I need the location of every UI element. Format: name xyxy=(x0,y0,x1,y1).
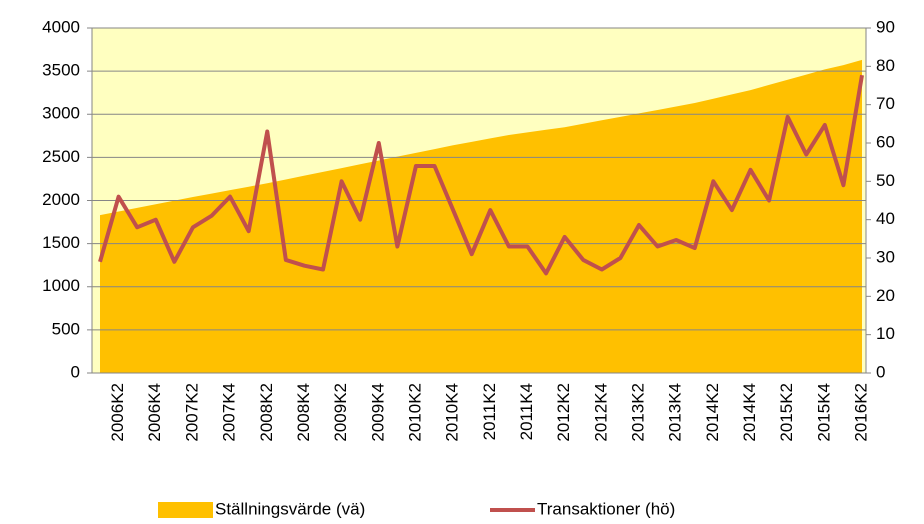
x-tick-label: 2006K4 xyxy=(145,383,164,442)
x-tick-label: 2012K4 xyxy=(591,383,610,442)
legend-swatch xyxy=(158,502,213,518)
y2-tick-label: 60 xyxy=(876,132,895,151)
y-tick-label: 1500 xyxy=(42,233,80,252)
line xyxy=(98,74,864,276)
y2-tick-label: 80 xyxy=(876,56,895,75)
x-tick-label: 2010K2 xyxy=(405,383,424,442)
y2-tick-label: 90 xyxy=(876,17,895,36)
y-tick-label: 2500 xyxy=(42,147,80,166)
x-tick-label: 2012K2 xyxy=(554,383,573,442)
y-tick-label: 3500 xyxy=(42,61,80,80)
y-tick-label: 0 xyxy=(71,362,80,381)
y2-tick-label: 20 xyxy=(876,286,895,305)
legend-label: Transaktioner (hö) xyxy=(537,499,675,518)
x-tick-label: 2008K2 xyxy=(257,383,276,442)
x-tick-label: 2013K2 xyxy=(628,383,647,442)
y2-tick-label: 10 xyxy=(876,324,895,343)
x-tick-label: 2008K4 xyxy=(294,383,313,442)
x-tick-label: 2014K4 xyxy=(740,383,759,442)
x-tick-label: 2009K2 xyxy=(331,383,350,442)
area xyxy=(100,59,862,373)
x-tick-label: 2007K4 xyxy=(220,383,239,442)
x-tick-label: 2011K4 xyxy=(517,383,536,440)
x-tick-label: 2006K2 xyxy=(108,383,127,442)
x-tick-label: 2011K2 xyxy=(480,383,499,440)
y-tick-label: 3000 xyxy=(42,104,80,123)
x-tick-label: 2014K2 xyxy=(703,383,722,442)
y2-tick-label: 30 xyxy=(876,247,895,266)
y-tick-label: 500 xyxy=(52,319,80,338)
y2-tick-label: 50 xyxy=(876,171,895,190)
y2-tick-label: 40 xyxy=(876,209,895,228)
x-tick-label: 2009K4 xyxy=(368,383,387,442)
x-tick-label: 2013K4 xyxy=(666,383,685,442)
y-tick-label: 2000 xyxy=(42,190,80,209)
x-tick-label: 2016K2 xyxy=(851,383,870,442)
y2-tick-label: 0 xyxy=(876,362,885,381)
y2-tick-label: 70 xyxy=(876,94,895,113)
y-tick-label: 1000 xyxy=(42,276,80,295)
x-tick-label: 2010K4 xyxy=(443,383,462,442)
x-tick-label: 2015K2 xyxy=(777,383,796,442)
x-tick-label: 2015K4 xyxy=(814,383,833,442)
x-tick-label: 2007K2 xyxy=(182,383,201,442)
legend-label: Ställningsvärde (vä) xyxy=(215,499,365,518)
y-tick-label: 4000 xyxy=(42,17,80,36)
